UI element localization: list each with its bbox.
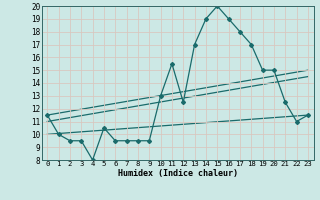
X-axis label: Humidex (Indice chaleur): Humidex (Indice chaleur) [118, 169, 237, 178]
